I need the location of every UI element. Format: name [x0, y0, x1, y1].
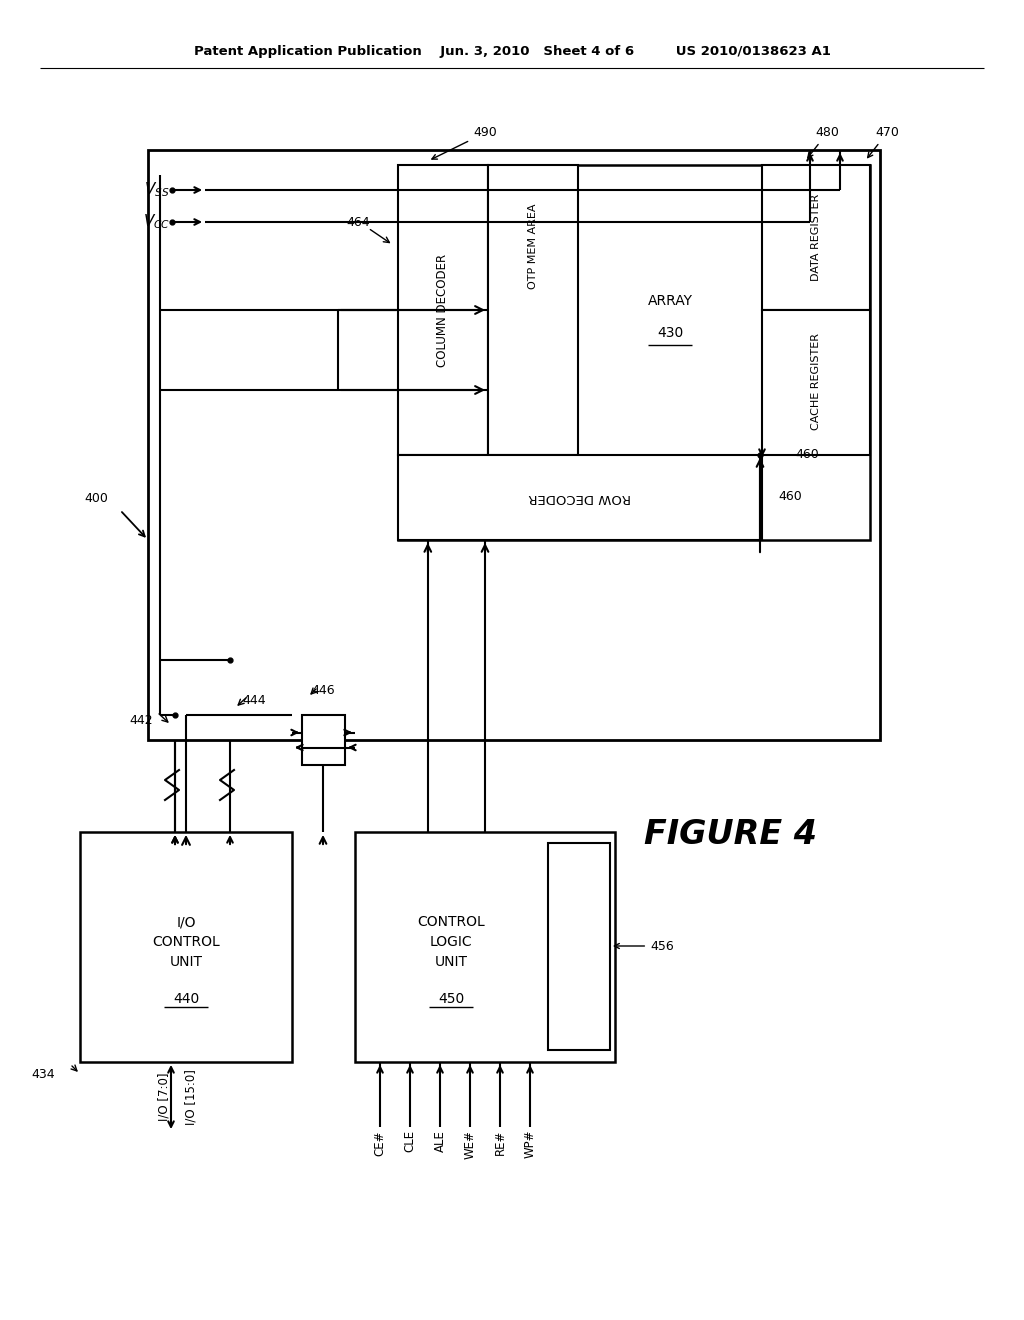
Text: 460: 460 [778, 491, 802, 503]
Text: WE#: WE# [464, 1130, 476, 1159]
Text: UNIT: UNIT [434, 954, 468, 969]
Text: WP#: WP# [523, 1130, 537, 1159]
Text: ARRAY: ARRAY [647, 294, 692, 309]
Text: I/O: I/O [176, 915, 196, 929]
Text: 446: 446 [311, 684, 335, 697]
Bar [148, 150, 880, 741]
Text: $V_{SS}$: $V_{SS}$ [144, 181, 170, 199]
Text: 450: 450 [438, 993, 464, 1006]
Text: LOGIC: LOGIC [430, 935, 472, 949]
Text: 456: 456 [614, 940, 674, 953]
Text: I/O [7:0]: I/O [7:0] [158, 1073, 171, 1121]
Text: Patent Application Publication    Jun. 3, 2010   Sheet 4 of 6         US 2010/01: Patent Application Publication Jun. 3, 2… [194, 45, 830, 58]
Bar [302, 715, 345, 766]
Text: ROW DECODER: ROW DECODER [528, 491, 632, 503]
Bar [398, 455, 762, 540]
Text: I/O [15:0]: I/O [15:0] [184, 1069, 198, 1125]
Bar [762, 310, 870, 455]
Bar [488, 165, 578, 455]
Text: 440: 440 [173, 993, 199, 1006]
Bar [398, 165, 488, 455]
Text: CACHE REGISTER: CACHE REGISTER [811, 334, 821, 430]
Text: 444: 444 [242, 693, 265, 706]
Bar [762, 165, 870, 310]
Text: 434: 434 [32, 1068, 55, 1081]
Bar [398, 165, 870, 540]
Text: CLE: CLE [403, 1130, 417, 1152]
Text: 480: 480 [808, 127, 839, 157]
Text: 490: 490 [432, 127, 497, 160]
Text: OTP MEM AREA: OTP MEM AREA [528, 203, 538, 289]
Text: $V_{CC}$: $V_{CC}$ [142, 213, 170, 231]
Text: UNIT: UNIT [170, 954, 203, 969]
Text: ALE: ALE [433, 1130, 446, 1152]
Text: COLUMN DECODER: COLUMN DECODER [436, 253, 450, 367]
Text: 460: 460 [795, 449, 819, 462]
Text: 464: 464 [346, 215, 370, 228]
Text: 442: 442 [129, 714, 153, 726]
Text: 470: 470 [867, 127, 899, 157]
Text: CE#: CE# [374, 1130, 386, 1155]
Bar [80, 832, 292, 1063]
Bar [355, 832, 615, 1063]
Text: CONTROL: CONTROL [153, 935, 220, 949]
Text: 430: 430 [656, 326, 683, 341]
Bar [548, 843, 610, 1049]
Text: CONTROL: CONTROL [417, 915, 485, 929]
Text: FIGURE 4: FIGURE 4 [643, 818, 816, 851]
Text: RE#: RE# [494, 1130, 507, 1155]
Text: 400: 400 [84, 491, 108, 504]
Text: DATA REGISTER: DATA REGISTER [811, 193, 821, 281]
